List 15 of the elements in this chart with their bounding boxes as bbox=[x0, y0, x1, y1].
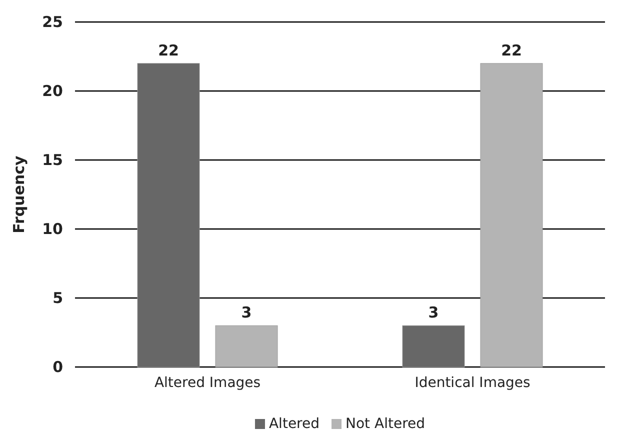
legend-label: Altered bbox=[268, 416, 320, 432]
data-label: 3 bbox=[428, 304, 439, 322]
y-tick-label: 5 bbox=[52, 288, 63, 307]
y-tick-label: 10 bbox=[42, 220, 63, 238]
y-axis-title: Frquency bbox=[10, 155, 28, 234]
x-tick-label: Identical Images bbox=[414, 374, 530, 391]
legend-label: Not Altered bbox=[346, 416, 426, 432]
y-tick-label: 20 bbox=[42, 82, 63, 100]
y-tick-label: 0 bbox=[52, 358, 63, 376]
x-tick-label: Altered Images bbox=[154, 374, 261, 391]
data-label: 22 bbox=[501, 41, 522, 60]
y-tick-label: 25 bbox=[42, 12, 63, 31]
data-label: 22 bbox=[158, 41, 179, 60]
y-tick-label: 15 bbox=[42, 150, 63, 169]
data-label: 3 bbox=[241, 304, 252, 322]
